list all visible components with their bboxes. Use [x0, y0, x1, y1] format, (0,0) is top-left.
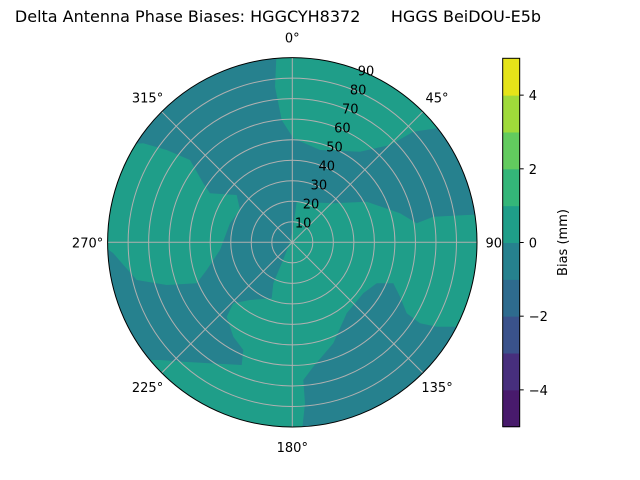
radial-tick-label: 40	[318, 159, 335, 174]
radial-tick-label: 70	[342, 103, 359, 118]
angular-gridline	[291, 241, 424, 374]
radial-tick-label: 90	[358, 65, 375, 80]
colorbar-band	[502, 58, 520, 96]
angular-tick-label: 270°	[72, 236, 103, 251]
radial-tick-label: 30	[311, 178, 328, 193]
angular-tick-label: 315°	[132, 92, 163, 107]
colorbar-tick-label: −4	[529, 384, 548, 399]
colorbar-band	[502, 205, 520, 243]
contour-level-0-1	[107, 143, 240, 285]
angular-tick-label: 135°	[421, 381, 452, 396]
colorbar-tick-label: 2	[529, 163, 537, 178]
colorbar-tick-label: 0	[529, 237, 537, 252]
radial-tick-label: 10	[295, 216, 312, 231]
colorbar-band	[502, 316, 520, 354]
angular-tick-label: 0°	[285, 32, 300, 47]
polar-grid	[107, 57, 478, 428]
radial-tick-label: 50	[326, 140, 343, 155]
colorbar-band	[502, 389, 520, 428]
chart-title: Delta Antenna Phase Biases: HGGCYH8372 H…	[14, 7, 542, 26]
colorbar-band	[502, 242, 520, 280]
angular-gridline	[291, 111, 424, 243]
angular-tick-label: 225°	[132, 381, 163, 396]
angular-tick-label: 45°	[426, 92, 449, 107]
contour-level-0-1	[275, 57, 477, 152]
angular-gridline	[161, 111, 293, 243]
angular-gridline	[161, 241, 293, 374]
angular-tick-label: 180°	[277, 441, 308, 456]
colorbar-tick-label: 4	[529, 89, 537, 104]
colorbar-tick-label: −2	[529, 310, 548, 325]
axis-labels: 1020304050607080900°45°90°135°180°225°27…	[72, 32, 509, 456]
radial-tick-label: 60	[334, 122, 351, 137]
contour-level-0-1	[107, 201, 477, 427]
colorbar-band	[502, 353, 520, 391]
colorbar-band	[502, 279, 520, 317]
colorbar-band	[502, 168, 520, 207]
colorbar-label: Bias (mm)	[556, 209, 571, 276]
polar-frame	[107, 57, 478, 428]
colorbar: 4 2 0 −2 −4 Bias (mm)	[502, 57, 571, 428]
colorbar-band	[502, 131, 520, 170]
radial-tick-label: 20	[303, 197, 320, 212]
colorbar-band	[502, 95, 520, 133]
radial-tick-label: 80	[350, 84, 367, 99]
